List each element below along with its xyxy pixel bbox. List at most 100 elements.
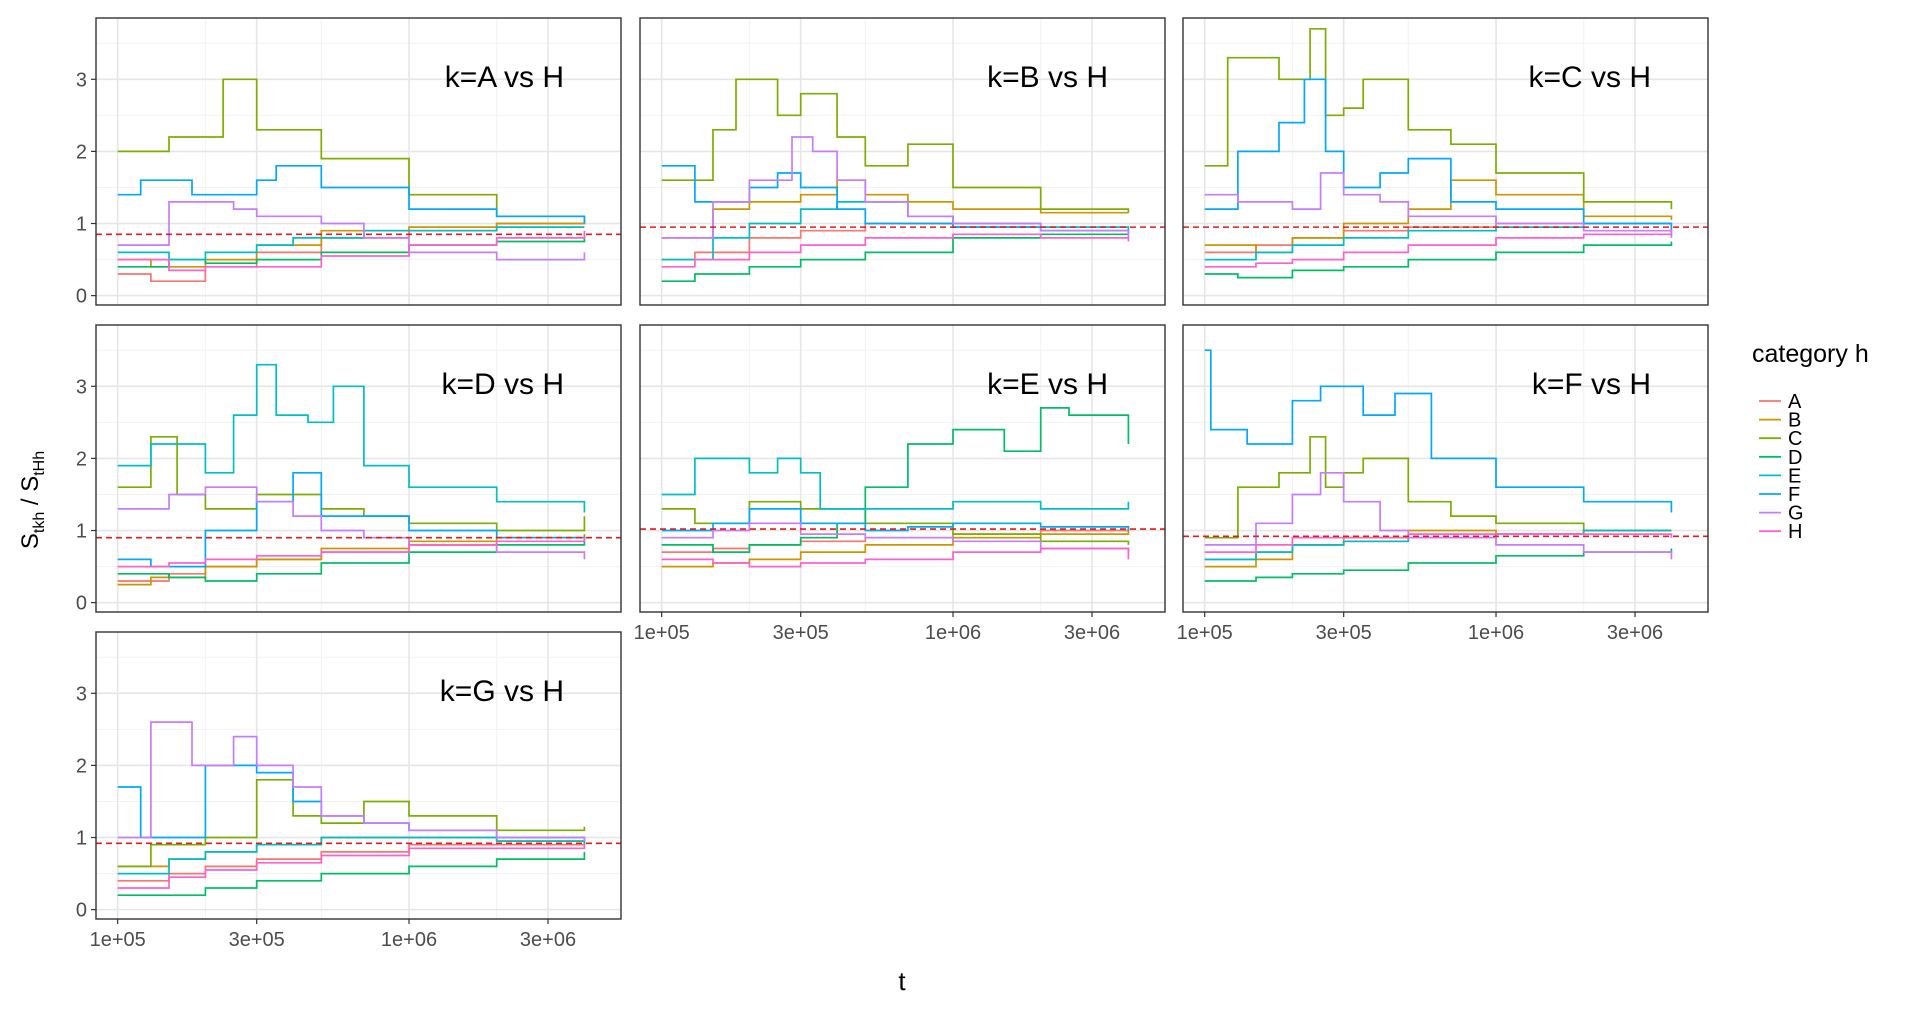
panel-border [639,17,1166,306]
series-line-G [661,136,1130,239]
panel-series-group [96,721,621,897]
x-tick-label: 3e+05 [229,929,285,951]
series-line-E [1204,222,1672,261]
legend-label-D: D [1788,447,1802,469]
legend-label-E: E [1788,465,1801,487]
panel-background [96,632,621,919]
series-line-E [117,226,585,261]
y-tick-label: 1 [76,828,87,850]
y-title-sub-1: tkh [31,512,48,533]
series-line-D [1204,241,1673,279]
y-tick-label: 3 [76,69,87,91]
y-tick-label: 0 [76,593,87,615]
series-line-H [661,233,1130,268]
panel-title: k=D vs H [441,368,564,401]
y-tick-label: 2 [76,755,87,777]
series-line-G [117,201,586,261]
panel-series-group [96,78,621,283]
series-line-F [661,508,1130,532]
series-line-H [117,537,586,568]
panel-background [1183,325,1708,612]
y-title-main-2: / S [17,476,44,512]
panel-5: k=E vs H 1e+05 3e+05 1e+06 3e+06 [634,324,1166,644]
series-line-G [661,522,1130,553]
y-tick-label: 0 [76,900,87,922]
series-line-D [661,233,1129,283]
y-title-sub-2: tHh [31,451,48,476]
series-line-D [661,407,1130,553]
x-tick-label: 1e+06 [381,929,437,951]
panel-title: k=C vs H [1528,61,1651,94]
series-line-F [117,471,586,568]
legend-label-G: G [1788,503,1804,525]
series-line-G [1204,471,1673,560]
panel-border [95,17,622,306]
panel-series-group [96,363,621,586]
panels-layer: k=A vs H 0 1 2 3 k=B vs H k=C vs H k=D vs H 0 1 2 3… [76,17,1709,951]
panel-6: k=F vs H 1e+05 3e+05 1e+06 3e+06 [1177,324,1709,644]
y-axis-title: Stkh / StHh [17,451,48,549]
panel-border [639,324,1166,613]
panel-series-group [1183,27,1708,279]
y-tick-label: 1 [76,214,87,236]
panel-4: k=D vs H 0 1 2 3 [76,324,622,615]
series-line-H [661,547,1130,568]
legend-label-H: H [1788,521,1802,543]
x-tick-label: 3e+05 [773,622,829,644]
series-line-G [117,721,586,842]
series-line-H [117,844,586,889]
y-tick-label: 0 [76,286,87,308]
x-tick-label: 1e+05 [1177,622,1233,644]
panel-3: k=C vs H [1182,17,1709,306]
legend-label-B: B [1788,410,1801,432]
panel-title: k=F vs H [1532,368,1651,401]
y-tick-label: 3 [76,376,87,398]
x-tick-label: 1e+05 [90,929,146,951]
x-tick-label: 3e+06 [520,929,576,951]
panel-title: k=G vs H [440,675,564,708]
series-line-C [1204,27,1673,210]
panel-border [95,631,622,920]
series-line-E [117,363,586,513]
panel-border [1182,324,1709,613]
series-line-G [1204,172,1673,238]
series-line-E [117,836,586,875]
panel-series-group [1183,349,1708,582]
series-line-E [661,457,1130,510]
x-tick-label: 3e+06 [1607,622,1663,644]
panel-2: k=B vs H [639,17,1166,306]
panel-background [1183,18,1708,305]
series-line-C [117,78,586,224]
x-tick-label: 3e+06 [1064,622,1120,644]
y-tick-label: 2 [76,141,87,163]
x-tick-label: 1e+06 [1468,622,1524,644]
panel-border [1182,17,1709,306]
series-line-H [1204,533,1673,553]
y-tick-label: 2 [76,448,87,470]
series-line-H [117,230,586,272]
y-title-main-1: S [17,533,44,549]
panel-background [640,325,1165,612]
series-line-D [1204,548,1673,582]
panel-background [96,18,621,305]
panel-series-group [640,78,1165,283]
x-tick-label: 1e+05 [634,622,690,644]
legend-label-F: F [1788,484,1800,506]
series-line-H [1204,230,1673,268]
panel-title: k=E vs H [987,368,1108,401]
x-axis-title: t [898,966,906,996]
panel-title: k=A vs H [445,61,564,94]
series-line-C [661,78,1130,213]
panel-background [96,325,621,612]
y-tick-label: 1 [76,521,87,543]
series-line-F [1204,349,1673,513]
legend-label-A: A [1788,391,1802,413]
axis-labels: Stkh / StHh t [17,451,906,996]
legend-label-C: C [1788,428,1802,450]
x-tick-label: 1e+06 [925,622,981,644]
series-line-F [1204,78,1673,231]
series-line-C [1204,435,1672,539]
